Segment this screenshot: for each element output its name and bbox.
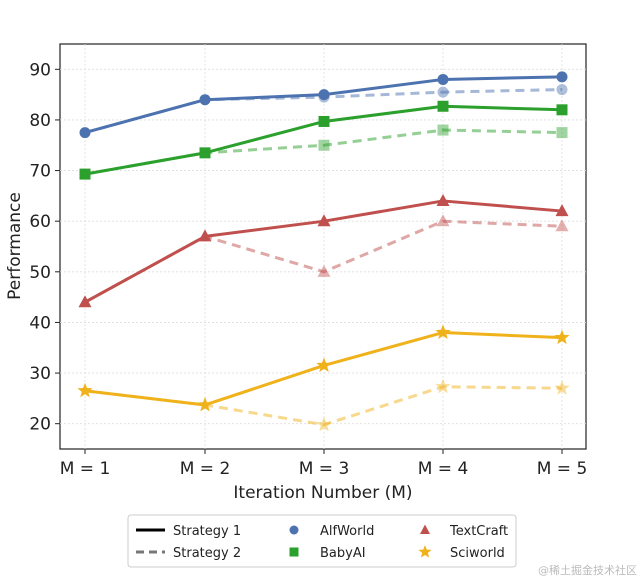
data-point-sciworld-strategy-1 (197, 396, 213, 412)
series-sciworld-strategy-1 (77, 324, 570, 412)
x-tick-label: M = 2 (180, 459, 231, 479)
data-point-babyai-strategy-1 (318, 115, 330, 127)
data-point-sciworld-strategy-1 (435, 324, 451, 340)
legend-sciworld-marker (418, 545, 432, 558)
data-point-babyai-strategy-1 (79, 168, 91, 180)
watermark: @稀土掘金技术社区 (538, 563, 637, 577)
y-tick-label: 70 (29, 162, 51, 182)
series-textcraft-strategy-1 (78, 193, 569, 308)
legend-textcraft-marker (420, 524, 430, 534)
data-point-textcraft-strategy-1 (436, 193, 450, 206)
series-alfworld-strategy-1 (79, 71, 568, 139)
y-tick-label: 20 (29, 415, 51, 435)
data-point-sciworld-strategy-1 (554, 329, 570, 345)
series-layer (77, 71, 570, 432)
data-point-alfworld-strategy-1 (199, 94, 211, 106)
x-tick-label: M = 3 (299, 459, 350, 479)
plot-frame (59, 43, 587, 450)
data-point-babyai-strategy-2 (318, 139, 330, 151)
legend: Strategy 1 Strategy 2 AlfWorld BabyAI Te… (127, 514, 517, 568)
data-point-babyai-strategy-1 (556, 104, 568, 116)
data-point-alfworld-strategy-1 (79, 127, 91, 139)
data-point-textcraft-strategy-2 (436, 214, 450, 227)
x-tick-label: M = 4 (418, 459, 469, 479)
data-point-textcraft-strategy-2 (317, 264, 331, 277)
data-point-sciworld-strategy-2 (316, 416, 332, 432)
data-point-sciworld-strategy-1 (77, 382, 93, 398)
data-point-alfworld-strategy-1 (318, 89, 330, 101)
legend-babyai-marker (289, 547, 299, 557)
data-point-babyai-strategy-1 (437, 100, 449, 112)
data-point-alfworld-strategy-2 (556, 84, 568, 96)
y-tick-label: 40 (29, 313, 51, 333)
data-point-babyai-strategy-1 (199, 147, 211, 159)
data-point-textcraft-strategy-1 (317, 214, 331, 227)
grid-layer (60, 44, 586, 449)
y-tick-label: 90 (29, 60, 51, 80)
y-tick-label: 30 (29, 364, 51, 384)
legend-textcraft-label: TextCraft (449, 524, 508, 539)
data-point-babyai-strategy-2 (556, 127, 568, 139)
data-point-alfworld-strategy-1 (437, 73, 449, 85)
data-point-textcraft-strategy-1 (555, 204, 569, 217)
x-tick-label: M = 5 (537, 459, 588, 479)
data-point-textcraft-strategy-1 (78, 295, 92, 308)
legend-alfworld-marker (289, 525, 299, 535)
legend-babyai-label: BabyAI (320, 546, 366, 561)
x-axis-ticks: M = 1 M = 2 M = 3 M = 4 M = 5 (60, 449, 588, 479)
data-point-sciworld-strategy-2 (435, 378, 451, 394)
legend-sciworld-label: Sciworld (450, 546, 505, 561)
y-axis-title: Performance (5, 192, 25, 300)
legend-alfworld-label: AlfWorld (320, 524, 374, 539)
data-point-babyai-strategy-2 (437, 124, 449, 136)
data-point-sciworld-strategy-2 (554, 380, 570, 395)
legend-strategy-1-label: Strategy 1 (173, 524, 241, 539)
y-axis-ticks: 20 30 40 50 60 70 80 90 (29, 60, 60, 435)
y-tick-label: 60 (29, 212, 51, 232)
y-tick-label: 80 (29, 111, 51, 131)
data-point-textcraft-strategy-2 (555, 219, 569, 232)
series-babyai-strategy-1 (79, 100, 568, 180)
data-point-textcraft-strategy-1 (198, 229, 212, 242)
data-point-sciworld-strategy-1 (316, 357, 332, 372)
legend-box (127, 514, 517, 568)
x-tick-label: M = 1 (60, 459, 111, 479)
x-axis-title: Iteration Number (M) (233, 483, 412, 503)
data-point-alfworld-strategy-1 (556, 71, 568, 83)
legend-strategy-2-label: Strategy 2 (173, 546, 241, 561)
y-tick-label: 50 (29, 263, 51, 283)
data-point-alfworld-strategy-2 (437, 86, 449, 98)
